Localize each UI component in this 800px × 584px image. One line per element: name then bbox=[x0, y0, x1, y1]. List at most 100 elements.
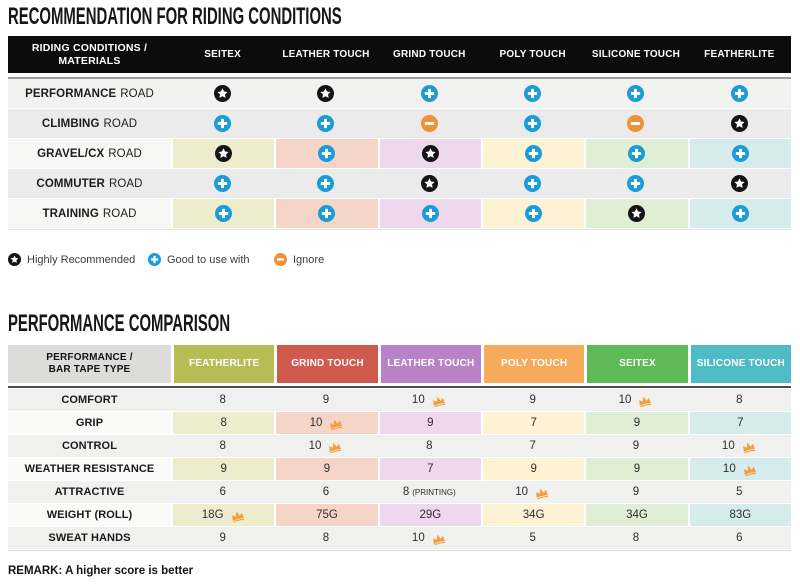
score-value: 9 bbox=[530, 463, 537, 475]
score-value: 7 bbox=[530, 417, 537, 429]
score-value: 75G bbox=[316, 509, 338, 521]
plus-icon bbox=[214, 175, 232, 192]
perf-cell: 6 bbox=[688, 527, 791, 549]
score-value: 5 bbox=[529, 532, 536, 544]
riding-cell bbox=[378, 109, 481, 138]
performance-comparison-title: PERFORMANCE COMPARISON bbox=[8, 310, 231, 337]
riding-cell bbox=[171, 139, 275, 168]
score-value: 10 bbox=[411, 394, 425, 406]
plus-icon bbox=[524, 175, 542, 192]
perf-cell: 6 bbox=[171, 481, 274, 503]
riding-cell bbox=[688, 79, 791, 108]
perf-cell: 34G bbox=[481, 504, 585, 526]
score-value: 29G bbox=[419, 509, 442, 521]
plus-icon bbox=[627, 175, 645, 192]
score-value: 7 bbox=[427, 463, 434, 475]
riding-cell bbox=[687, 139, 791, 168]
score-value: 9 bbox=[219, 532, 226, 544]
riding-conditions-title: RECOMMENDATION FOR RIDING CONDITIONS bbox=[8, 3, 342, 30]
legend-item-1: Good to use with bbox=[148, 253, 274, 266]
perf-cell: 9 bbox=[171, 527, 274, 549]
perf-cell: 9 bbox=[584, 481, 687, 503]
riding-header-label: RIDING CONDITIONS / MATERIALS bbox=[31, 41, 148, 67]
perf-cell: 7 bbox=[377, 458, 481, 480]
score-value: 83G bbox=[729, 509, 752, 521]
score-value: 9 bbox=[323, 463, 331, 475]
legend-label: Good to use with bbox=[167, 253, 250, 266]
riding-cell bbox=[688, 109, 791, 138]
plus-icon bbox=[524, 85, 542, 102]
score-value: 10 bbox=[515, 486, 529, 498]
score-value: 8 bbox=[426, 440, 433, 452]
header-separator-line bbox=[8, 386, 791, 388]
riding-cell bbox=[378, 169, 481, 198]
riding-cell bbox=[481, 109, 584, 138]
riding-cell bbox=[171, 79, 274, 108]
riding-cell bbox=[584, 79, 687, 108]
riding-cell bbox=[171, 109, 274, 138]
score-value: 8 bbox=[736, 394, 743, 406]
plus-icon bbox=[730, 85, 748, 102]
perf-cell: 29G bbox=[377, 504, 481, 526]
perf-cell: 10 bbox=[274, 435, 377, 457]
star-icon bbox=[214, 85, 232, 102]
perf-cell: 34G bbox=[584, 504, 688, 526]
riding-cell bbox=[584, 109, 687, 138]
star-icon bbox=[730, 115, 748, 132]
perf-cell: 7 bbox=[687, 412, 791, 434]
star-icon bbox=[628, 205, 646, 222]
performance-comparison-table-body: COMFORT 8 9 10 9 10 8 GRIP 8 10 9 7 9 7 CONTROL 8 10 8 7 9 1… bbox=[8, 389, 791, 550]
perf-header-col-4: SEITEX bbox=[584, 345, 688, 383]
score-value: 6 bbox=[219, 486, 226, 498]
perf-row-label: CONTROL bbox=[61, 440, 118, 452]
riding-cell bbox=[481, 169, 584, 198]
score-value: 6 bbox=[736, 532, 743, 544]
plus-icon bbox=[731, 205, 749, 222]
score-value: 8 bbox=[220, 417, 227, 429]
minus-icon bbox=[627, 115, 645, 132]
perf-cell: 8 bbox=[584, 527, 687, 549]
perf-cell: 7 bbox=[481, 435, 584, 457]
performance-comparison-table-header: PERFORMANCE / BAR TAPE TYPE FEATHERLITE GRI… bbox=[8, 345, 791, 383]
crown-icon bbox=[742, 441, 755, 453]
score-value: 8 bbox=[219, 440, 226, 452]
perf-row-4: ATTRACTIVE 6 6 8 (PRINTING) 10 9 5 bbox=[8, 481, 791, 504]
legend-item-2: Ignore bbox=[274, 253, 324, 266]
score-value: 18G bbox=[201, 509, 224, 521]
riding-row-label: GRAVEL/CX ROAD bbox=[8, 139, 171, 168]
riding-cell bbox=[584, 169, 687, 198]
perf-row-label: WEATHER RESISTANCE bbox=[8, 458, 171, 480]
perf-cell: 9 bbox=[171, 458, 275, 480]
score-value: 9 bbox=[427, 417, 434, 429]
score-note: (PRINTING) bbox=[412, 487, 456, 497]
perf-cell: 18G bbox=[171, 504, 275, 526]
crown-icon bbox=[743, 464, 756, 476]
plus-icon bbox=[148, 253, 161, 266]
riding-cell bbox=[481, 199, 585, 228]
score-value: 7 bbox=[529, 440, 536, 452]
riding-cell bbox=[687, 199, 791, 228]
plus-icon bbox=[525, 205, 543, 222]
score-value: 9 bbox=[632, 486, 640, 498]
riding-row-1: CLIMBING ROAD bbox=[8, 109, 791, 139]
riding-row-label: CLIMBING ROAD bbox=[41, 117, 138, 130]
perf-cell: 10 bbox=[481, 481, 584, 503]
riding-cell bbox=[481, 139, 585, 168]
riding-conditions-table-body: PERFORMANCE ROAD CLIMBING ROAD GRAVEL/CX ROAD… bbox=[8, 79, 791, 229]
header-separator-line bbox=[8, 77, 791, 79]
perf-row-5: WEIGHT (ROLL) 18G 75G 29G 34G 34G 83G bbox=[8, 504, 791, 527]
score-value: 34G bbox=[626, 509, 648, 521]
riding-row-3: COMMUTER ROAD bbox=[8, 169, 791, 199]
star-icon bbox=[215, 145, 233, 162]
riding-cell bbox=[171, 199, 275, 228]
crown-icon bbox=[536, 487, 549, 499]
plus-icon bbox=[524, 115, 542, 132]
table-bottom-line bbox=[8, 550, 791, 551]
riding-row-2: GRAVEL/CX ROAD bbox=[8, 139, 791, 169]
perf-cell: 8 bbox=[171, 389, 274, 411]
score-value: 9 bbox=[529, 394, 536, 406]
riding-conditions-legend: Highly Recommended Good to use with Ignore bbox=[8, 253, 324, 266]
plus-icon bbox=[628, 145, 646, 162]
perf-cell: 8 bbox=[688, 389, 791, 411]
score-value: 7 bbox=[737, 417, 744, 429]
